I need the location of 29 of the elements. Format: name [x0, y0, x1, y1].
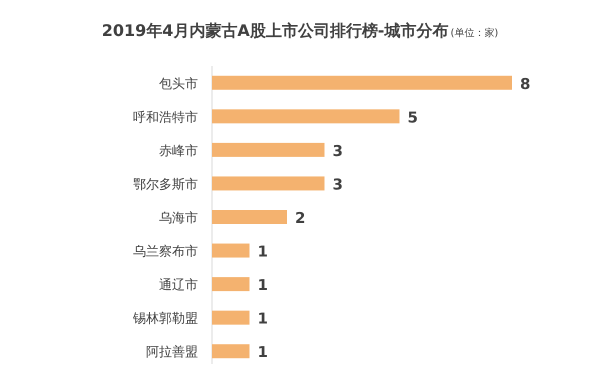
- y-tick-label: 乌海市: [159, 211, 198, 226]
- data-label: 1: [258, 310, 268, 328]
- data-label: 5: [408, 108, 418, 126]
- bar: [212, 142, 324, 157]
- data-label: 3: [332, 175, 343, 194]
- chart-title: 2019年4月内蒙古A股上市公司排行榜-城市分布: [102, 21, 448, 40]
- data-label: 1: [258, 242, 268, 261]
- bar: [212, 76, 512, 90]
- data-label: 3: [332, 142, 343, 160]
- data-label: 8: [520, 74, 530, 93]
- y-tick-label: 赤峰市: [159, 144, 198, 159]
- chart-subtitle: (单位：家): [450, 27, 498, 39]
- y-tick-label: 乌兰察布市: [133, 244, 198, 260]
- y-tick-label: 包头市: [159, 76, 198, 92]
- y-tick-label: 鄂尔多斯市: [133, 177, 198, 192]
- bar: [212, 344, 250, 358]
- data-label: 1: [258, 343, 268, 362]
- y-tick-label: 阿拉善盟: [146, 344, 198, 360]
- data-label: 2: [295, 209, 306, 227]
- bar: [212, 210, 287, 224]
- bar: [212, 310, 250, 325]
- y-tick-label: 锡林郭勒盟: [132, 312, 198, 327]
- y-tick-label: 呼和浩特市: [133, 110, 198, 126]
- data-label: 1: [258, 276, 268, 294]
- bar: [212, 109, 400, 124]
- bar: [212, 176, 324, 190]
- y-tick-label: 通辽市: [159, 278, 198, 294]
- bar: [212, 277, 250, 292]
- bar: [212, 244, 250, 258]
